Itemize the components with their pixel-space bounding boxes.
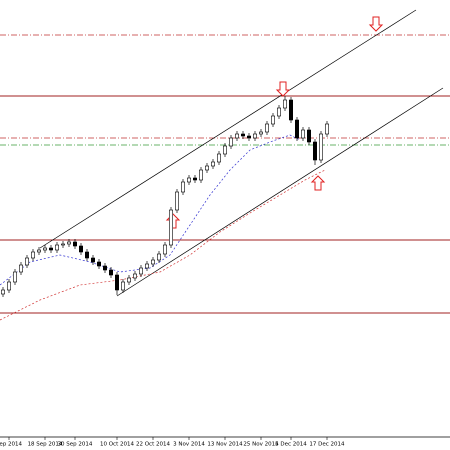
candle-body [42,247,47,251]
candle-body [193,177,198,181]
x-tick-label: 3 Nov 2014 [173,442,205,448]
down-arrow [368,16,384,32]
candle-body [103,265,108,271]
x-tick-label: 17 Dec 2014 [309,442,345,448]
x-tick-label: 18 Sep 2014 [28,442,63,448]
candle-body [205,165,210,171]
candle-body [18,264,23,273]
drawings [0,9,450,321]
candle-body [276,107,281,117]
candle-body [115,274,120,291]
candle-body [217,153,222,163]
candle-body [270,115,275,125]
candle-body [7,281,12,291]
candle-body [60,243,65,246]
candle-body [229,137,234,147]
up-arrow [310,175,326,191]
candle-body [145,263,150,269]
x-tick-label: 30 Sep 2014 [58,442,93,448]
candle-body [318,133,323,161]
candle-body [169,209,174,246]
candle-body [91,257,96,263]
candle-body [253,133,258,139]
candle-body [306,129,311,143]
x-tick-label: 13 Nov 2014 [207,442,243,448]
candle-body [85,251,90,259]
candle-body [163,244,168,255]
x-tick-label: 25 Nov 2014 [243,442,279,448]
candle-body [67,241,72,245]
moving-average [0,134,301,286]
candle-body [258,131,263,135]
candle-body [127,277,132,283]
down-arrow [275,81,291,97]
candle-body [247,135,252,139]
channel-line [116,87,444,297]
candle-body [139,267,144,275]
candle-body [282,99,287,109]
candle-body [79,245,84,253]
candle-body [187,177,192,183]
candle-body [211,161,216,167]
candle-body [199,169,204,181]
candle-body [97,261,102,267]
candle-body [288,99,293,121]
x-tick-label: Sep 2014 [0,442,23,448]
candle-body [151,259,156,265]
x-tick-label: 10 Oct 2014 [100,442,135,448]
candle-body [54,244,59,251]
candle-body [133,273,138,279]
candle-body [13,271,18,283]
candle-body [36,249,41,253]
candle-body [264,123,269,133]
candle-body [294,119,299,139]
candle-body [241,133,246,137]
x-tick-label: 5 Dec 2014 [275,442,307,448]
candle-body [30,251,35,259]
candle-body [175,191,180,211]
channel-line [39,9,417,249]
candle-body [181,181,186,193]
candle-body [24,257,29,266]
candle-body [73,241,78,247]
candle-body [312,141,317,161]
candle-body [48,247,53,251]
candle-body [223,145,228,155]
candle-body [157,253,162,261]
candle-body [0,289,6,295]
candle-body [324,123,329,135]
candle-body [235,133,240,139]
moving-average [0,169,326,321]
candle-body [300,129,305,139]
candle-body [109,269,114,276]
x-tick-label: 22 Oct 2014 [136,442,171,448]
candle-body [121,281,126,291]
